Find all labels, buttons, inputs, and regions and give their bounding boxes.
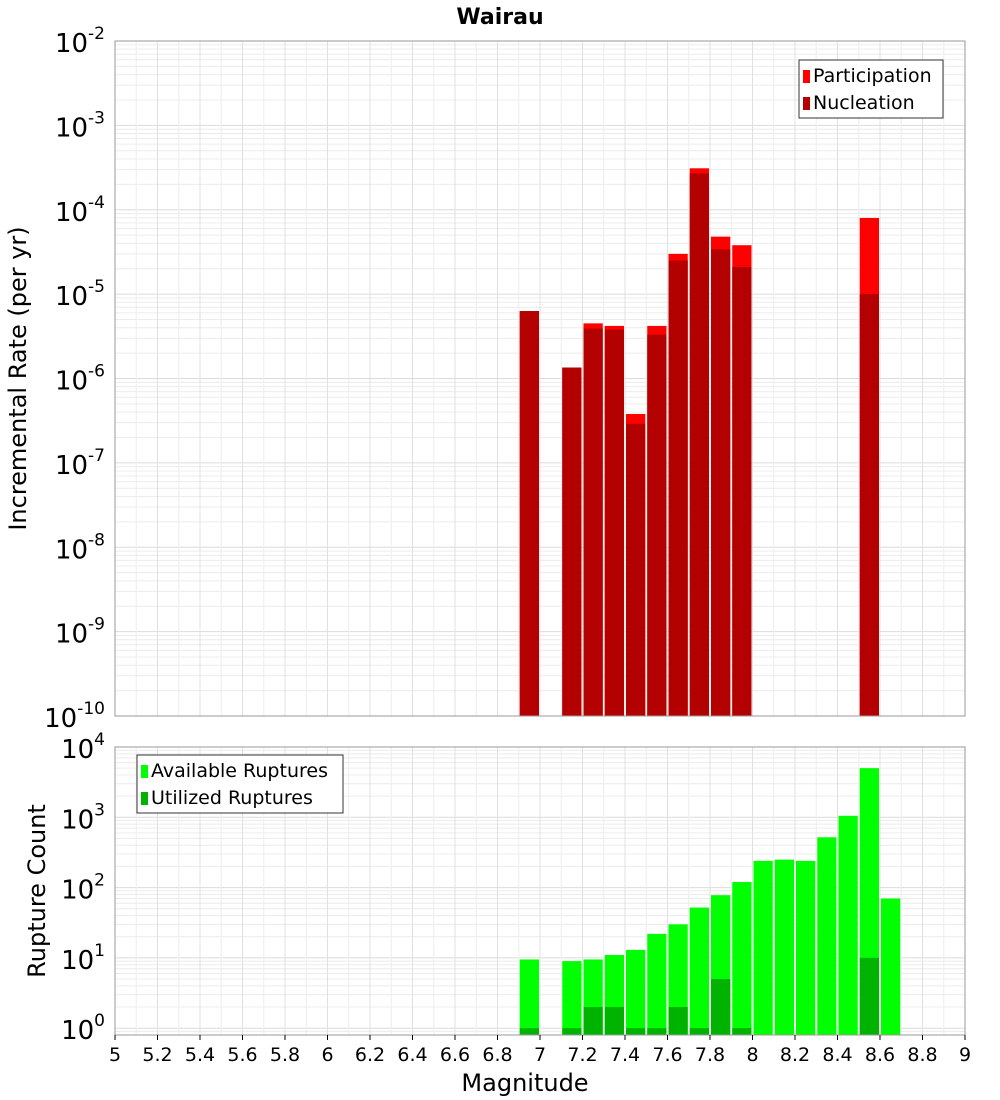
bar	[626, 423, 646, 716]
bar	[604, 329, 624, 716]
x-tick-label: 7	[534, 1044, 546, 1066]
y-tick-label: 10-2	[55, 24, 105, 59]
x-tick-label: 6.4	[397, 1044, 427, 1066]
legend: Available Ruptures Utilized Ruptures	[136, 754, 344, 814]
x-tick-label: 8.6	[865, 1044, 895, 1066]
y-tick-label: 10-4	[55, 193, 105, 228]
legend-entry: Available Ruptures	[151, 760, 328, 782]
legend-swatch	[803, 97, 810, 110]
bar	[583, 1007, 603, 1035]
bar	[647, 334, 667, 716]
x-tick-label: 7.4	[610, 1044, 640, 1066]
series-utilized-ruptures	[519, 957, 879, 1035]
x-tick-label: 5.2	[142, 1044, 172, 1066]
bar	[519, 1028, 539, 1035]
bar	[859, 957, 879, 1035]
y-tick-label: 10-9	[55, 615, 105, 650]
x-tick-label: 5.6	[227, 1044, 257, 1066]
x-tick-label: 8.4	[822, 1044, 852, 1066]
y-tick-label: 104	[61, 730, 105, 765]
x-tick-label: 6	[321, 1044, 333, 1066]
legend-entry: Participation	[813, 65, 932, 87]
bar	[519, 959, 539, 1035]
legend-entry: Utilized Ruptures	[151, 787, 313, 809]
y-tick-label: 10-7	[55, 446, 105, 481]
y-tick-label: 10-6	[55, 362, 105, 397]
legend: Participation Nucleation	[798, 59, 944, 119]
bar	[859, 294, 879, 716]
y-tick-label: 10-10	[44, 699, 105, 734]
x-tick-label: 6.6	[440, 1044, 470, 1066]
x-tick-label: 7.8	[695, 1044, 725, 1066]
legend-box	[798, 59, 944, 119]
x-tick-label: 8.2	[780, 1044, 810, 1066]
bar	[753, 860, 773, 1035]
bar	[817, 837, 837, 1035]
chart-title: Wairau	[456, 5, 543, 30]
bar	[626, 949, 646, 1035]
plot-1: 10-10 10-9 10-8 10-7 10-6 10-5 10-4 10-3 10-2 Inc…	[4, 5, 966, 734]
bar	[838, 815, 858, 1035]
bar	[647, 933, 667, 1035]
bar	[796, 860, 816, 1035]
legend-swatch	[803, 70, 810, 83]
y-tick-label: 102	[61, 871, 105, 906]
x-tick-label: 5	[109, 1044, 121, 1066]
bar	[626, 1028, 646, 1035]
legend-box	[136, 754, 344, 814]
y-axis-label: Rupture Count	[23, 804, 51, 978]
bar	[562, 961, 582, 1035]
x-tick-label: 7.6	[652, 1044, 682, 1066]
bar	[562, 367, 582, 716]
bar	[689, 907, 709, 1035]
grid	[114, 40, 966, 717]
plot-2: 100 101 102 103 104 Rupture Count 5 5.2 5.4 5.6 5.…	[23, 730, 971, 1097]
bar	[732, 266, 752, 716]
bar	[519, 311, 539, 716]
legend-swatch	[141, 792, 148, 805]
x-tick-label: 7.2	[567, 1044, 597, 1066]
bar	[583, 328, 603, 716]
bar	[562, 1028, 582, 1035]
y-tick-label: 100	[61, 1011, 105, 1046]
y-tick-label: 101	[61, 941, 105, 976]
x-tick-label: 5.8	[270, 1044, 300, 1066]
bar	[668, 1007, 688, 1035]
bar	[604, 1007, 624, 1035]
legend-swatch	[141, 765, 148, 778]
bar	[647, 1028, 667, 1035]
legend-entry: Nucleation	[813, 92, 915, 114]
series-nucleation	[519, 173, 879, 716]
bar	[668, 260, 688, 716]
x-tick-label: 6.2	[355, 1044, 385, 1066]
x-tick-label: 5.4	[185, 1044, 215, 1066]
bar	[689, 1028, 709, 1035]
bar	[732, 882, 752, 1035]
x-tick-label: 8	[746, 1044, 758, 1066]
y-tick-label: 103	[61, 800, 105, 835]
plot-frame	[114, 40, 966, 717]
x-tick-label: 6.8	[482, 1044, 512, 1066]
y-axis-label: Incremental Rate (per yr)	[4, 226, 32, 530]
x-tick-label: 9	[959, 1044, 971, 1066]
bar	[732, 1028, 752, 1035]
bar	[774, 859, 794, 1035]
bar	[711, 979, 731, 1035]
x-tick-label: 8.8	[907, 1044, 937, 1066]
x-axis-label: Magnitude	[461, 1069, 588, 1097]
bar	[881, 898, 901, 1035]
y-tick-label: 10-8	[55, 530, 105, 565]
bar	[689, 173, 709, 716]
bar	[711, 249, 731, 716]
y-tick-label: 10-5	[55, 277, 105, 312]
y-tick-label: 10-3	[55, 108, 105, 143]
